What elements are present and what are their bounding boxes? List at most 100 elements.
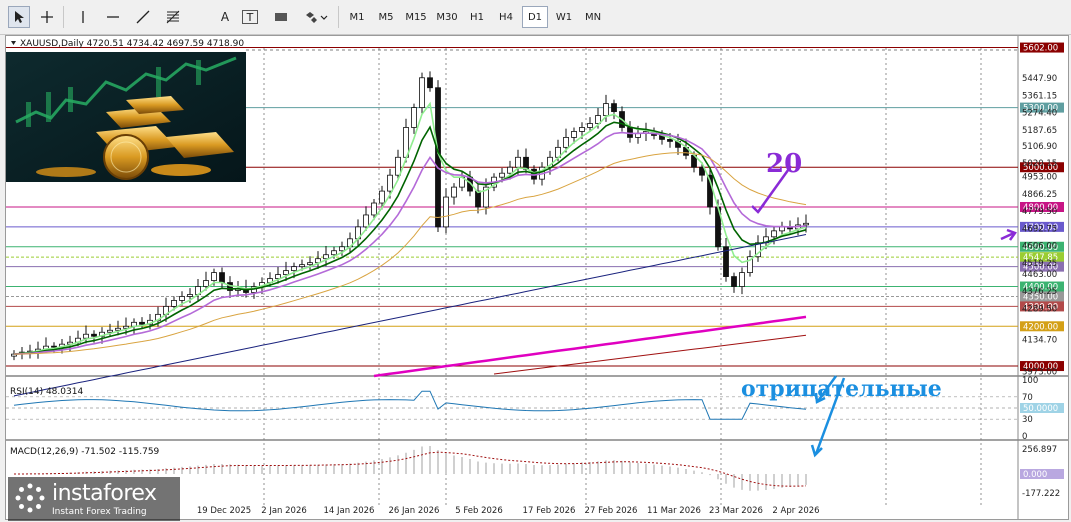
date-axis-tick: 5 Feb 2026 xyxy=(455,506,503,516)
price-axis-tick: 5447.90 xyxy=(1022,74,1057,84)
timeframe-m5[interactable]: M5 xyxy=(378,11,394,23)
text-label-icon[interactable]: T xyxy=(242,10,258,24)
candle-body xyxy=(11,353,17,357)
vertical-line-icon[interactable] xyxy=(72,6,94,28)
price-level-tag xyxy=(1020,162,1064,173)
candle-body xyxy=(187,294,193,297)
candle-body xyxy=(387,174,393,192)
candle-body xyxy=(731,276,737,287)
ema-fast-line xyxy=(13,101,807,355)
annotation-arrowhead-20 xyxy=(751,203,765,214)
date-axis-tick: 11 Mar 2026 xyxy=(647,506,701,516)
candle-body xyxy=(451,186,457,198)
candle-body xyxy=(115,327,121,331)
candle-body xyxy=(699,166,705,176)
candle-body xyxy=(515,156,521,168)
candle-body xyxy=(411,107,417,128)
price-level-label: 4500.00 xyxy=(1023,263,1058,273)
price-axis-tick: 4134.70 xyxy=(1022,335,1057,345)
gold-bars-image xyxy=(6,52,246,182)
candle-body xyxy=(803,222,809,226)
date-axis-tick: 14 Jan 2026 xyxy=(324,506,375,516)
timeframe-mn[interactable]: MN xyxy=(584,11,602,23)
candle-body xyxy=(739,272,745,287)
candle-body xyxy=(371,202,377,216)
rectangle-icon[interactable] xyxy=(270,6,292,28)
candle-body xyxy=(563,137,569,148)
candle-body xyxy=(579,127,585,132)
price-level-label: 5000.00 xyxy=(1023,163,1058,173)
date-axis-tick: 17 Feb 2026 xyxy=(523,506,576,516)
timeframe-h4[interactable]: H4 xyxy=(499,11,513,23)
instaforex-logo-icon xyxy=(15,483,45,513)
candle-body xyxy=(83,333,89,339)
annotation-arrow-rsi xyxy=(816,375,838,402)
candle-body xyxy=(747,256,753,274)
price-axis-tick: 5187.65 xyxy=(1022,126,1057,136)
candle-body xyxy=(571,131,577,138)
price-level-tag xyxy=(1020,291,1064,302)
ma-orange-line xyxy=(13,152,807,355)
cursor-icon[interactable] xyxy=(8,6,30,28)
candle-body xyxy=(283,270,289,275)
date-axis-tick: 23 Mar 2026 xyxy=(709,506,763,516)
macd-axis-label: 0.000 xyxy=(1023,470,1047,480)
rsi-title: RSI(14) 48.0314 xyxy=(10,387,83,397)
candle-body xyxy=(323,254,329,260)
crosshair-icon[interactable] xyxy=(36,6,58,28)
price-level-tag xyxy=(1020,202,1064,212)
candle-body xyxy=(107,329,113,333)
price-axis-tick: 5361.15 xyxy=(1022,91,1057,101)
fibonacci-icon[interactable] xyxy=(162,6,184,28)
price-axis-tick: 4519.25 xyxy=(1022,259,1057,269)
price-axis-tick: 5274.40 xyxy=(1022,109,1057,119)
price-level-label: 4000.00 xyxy=(1023,362,1058,372)
candle-body xyxy=(379,190,385,204)
annotation-20: 20 xyxy=(766,149,803,179)
text-icon[interactable]: A xyxy=(220,10,230,24)
symbol-dropdown-icon xyxy=(11,41,16,45)
timeframe-w1[interactable]: W1 xyxy=(555,11,573,23)
candle-body xyxy=(667,139,673,142)
candle-body xyxy=(275,274,281,279)
candle-body xyxy=(395,156,401,176)
shapes-icon[interactable] xyxy=(302,6,330,28)
rsi-axis-label: 50.0000 xyxy=(1023,404,1058,414)
timeframe-m1[interactable]: M1 xyxy=(349,11,365,23)
price-level-tag xyxy=(1020,301,1064,312)
timeframe-d1[interactable]: D1 xyxy=(522,6,548,28)
trendline-icon[interactable] xyxy=(132,6,154,28)
candle-body xyxy=(603,103,609,116)
candle-body xyxy=(51,345,57,348)
timeframe-h1[interactable]: H1 xyxy=(470,11,484,23)
timeframe-m15[interactable]: M15 xyxy=(405,11,427,23)
candle-body xyxy=(331,250,337,256)
candle-body xyxy=(139,321,145,325)
candle-body xyxy=(363,214,369,228)
price-level-tag xyxy=(1020,42,1064,53)
ema-slow-line xyxy=(13,131,807,355)
candle-body xyxy=(419,77,425,108)
macd-axis-label: -177.222 xyxy=(1022,489,1060,499)
candle-body xyxy=(771,230,777,238)
price-axis-tick: 4376.25 xyxy=(1022,287,1057,297)
price-level-label: 5602.00 xyxy=(1023,44,1058,54)
annotation-arrowhead-right xyxy=(1006,228,1017,241)
candle-body xyxy=(723,246,729,277)
chart-window[interactable]: 5602.00 5300.00 5000.00 4800.00 4700.00 4600.… xyxy=(5,35,1069,520)
price-level-label: 4200.00 xyxy=(1023,322,1058,332)
date-axis-tick: 2 Jan 2026 xyxy=(261,506,307,516)
horizontal-line-icon[interactable] xyxy=(102,6,124,28)
price-axis-tick: 4953.00 xyxy=(1022,173,1057,183)
price-level-tag xyxy=(1020,102,1064,113)
price-level-tag xyxy=(1020,361,1064,372)
rsi-value-tag xyxy=(1020,403,1064,413)
candle-body xyxy=(91,333,97,337)
ma-darkred-line xyxy=(493,334,807,375)
candle-body xyxy=(587,123,593,128)
candle-body xyxy=(443,196,449,228)
candle-body xyxy=(779,226,785,232)
timeframe-m30[interactable]: M30 xyxy=(436,11,458,23)
macd-signal-line xyxy=(14,451,807,487)
price-chart[interactable]: 5602.00 5300.00 5000.00 4800.00 4700.00 4600.… xyxy=(6,36,1068,519)
